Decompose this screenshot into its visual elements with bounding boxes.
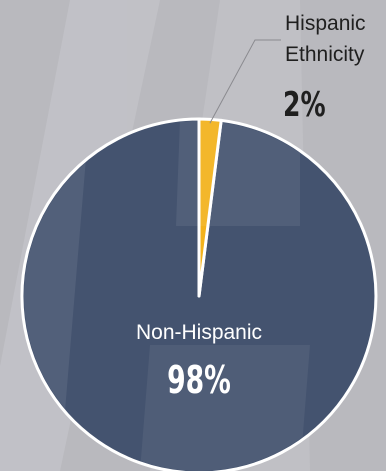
highlight-band-bottom (140, 345, 310, 471)
hispanic-label-line1: Hispanic (285, 12, 366, 35)
highlight-band-top (176, 121, 300, 226)
pie-slices (20, 117, 378, 471)
non-hispanic-label: Non-Hispanic (136, 321, 262, 344)
hispanic-label-line2: Ethnicity (285, 43, 365, 66)
callout-leader-line (209, 39, 281, 124)
non-hispanic-percent: 98% (167, 358, 231, 403)
highlight-band-left (24, 121, 90, 471)
hispanic-percent: 2% (283, 85, 326, 124)
slice-hispanic (197, 117, 223, 298)
slice-highlight-decoration (24, 121, 310, 471)
